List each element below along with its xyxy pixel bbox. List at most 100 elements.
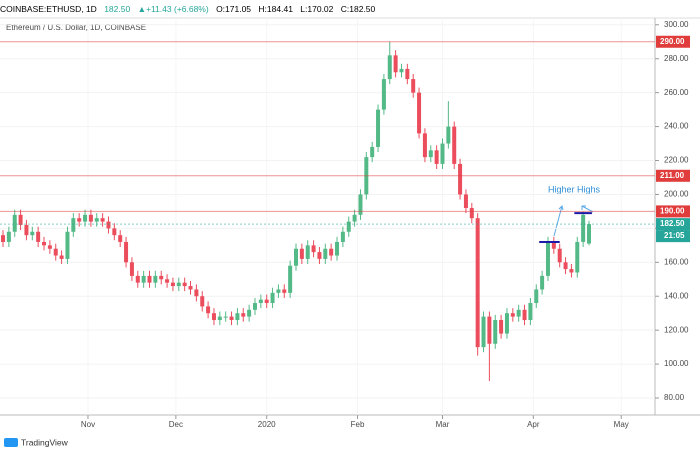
candle-body — [59, 255, 64, 259]
price-label-box — [656, 218, 690, 231]
candle-body — [65, 231, 70, 259]
candle-body — [141, 275, 146, 283]
candle-body — [235, 313, 240, 320]
brand: TradingView — [21, 437, 69, 447]
candle-body — [493, 319, 498, 344]
price-label-box — [656, 35, 690, 48]
candle-body — [71, 218, 76, 232]
candle-body — [211, 313, 216, 320]
candle-body — [270, 292, 275, 304]
candle-body — [358, 194, 363, 215]
candle-body — [282, 289, 287, 293]
candle-body — [118, 235, 123, 242]
y-tick-label: 140.00 — [664, 291, 689, 300]
y-tick-label: 220.00 — [664, 156, 689, 165]
candle-body — [587, 224, 591, 244]
y-tick-label: 120.00 — [664, 325, 689, 334]
candle-body — [47, 245, 52, 249]
y-tick-label: 160.00 — [664, 257, 689, 266]
candle-body — [516, 309, 521, 317]
candle-body — [147, 275, 152, 283]
candle-body — [223, 316, 228, 318]
candle-body — [170, 282, 175, 287]
candle-body — [323, 248, 328, 259]
candle-body — [504, 313, 509, 334]
arrow-head — [581, 205, 586, 210]
logo — [4, 438, 18, 447]
candle-body — [335, 241, 340, 256]
candle-body — [305, 245, 310, 259]
candle-body — [176, 282, 181, 287]
candle-body — [417, 92, 422, 134]
candle-body — [381, 79, 386, 110]
candle-body — [200, 296, 205, 307]
x-tick-label: Apr — [527, 420, 540, 429]
candle-body — [264, 299, 269, 304]
symbol: COINBASE:ETHUSD, 1D — [0, 4, 97, 14]
price-label-box — [656, 205, 690, 218]
candle-body — [6, 231, 11, 242]
candle-body — [217, 316, 222, 320]
y-tick-label: 300.00 — [664, 20, 689, 29]
y-tick-label: 260.00 — [664, 88, 689, 97]
header: COINBASE:ETHUSD, 1D 182.50 ▲+11.43 (+6.6… — [0, 0, 700, 18]
candle-body — [463, 194, 468, 209]
candle-body — [18, 214, 23, 225]
candle-body — [288, 265, 293, 293]
candle-body — [77, 218, 82, 222]
x-tick-label: Nov — [81, 420, 95, 429]
x-tick-label: May — [614, 420, 629, 429]
candle-body — [317, 252, 322, 259]
candle-body — [88, 214, 93, 222]
candle-body — [551, 241, 556, 249]
candle-body — [575, 241, 580, 273]
candle-body — [194, 289, 199, 297]
candle-body — [563, 262, 568, 270]
candle-body — [399, 68, 404, 73]
candle-body — [153, 275, 158, 283]
candle-body — [252, 303, 257, 310]
x-tick-label: 2020 — [258, 420, 276, 429]
candle-body — [135, 275, 140, 283]
price-label: 290.00 — [660, 37, 685, 46]
candle-body — [510, 313, 515, 317]
candle-body — [165, 279, 170, 283]
ohlc-low: L:170.02 — [300, 4, 334, 14]
candle-body — [545, 241, 550, 276]
candle-body — [12, 214, 17, 232]
y-tick-label: 200.00 — [664, 190, 689, 199]
candle-body — [276, 289, 281, 293]
price-label-box — [656, 169, 690, 182]
candle-body — [446, 126, 451, 144]
arrow — [553, 205, 563, 237]
candle-body — [475, 218, 480, 348]
candle-body — [258, 299, 263, 304]
candle-body — [36, 231, 41, 242]
candle-body — [452, 126, 457, 164]
candle-body — [434, 150, 439, 164]
chart-title: Ethereum / U.S. Dollar, 1D, COINBASE — [6, 23, 146, 32]
candle-body — [469, 208, 474, 219]
candle-body — [94, 218, 99, 222]
candle-body — [487, 316, 492, 344]
candle-body — [53, 248, 58, 256]
candle-body — [24, 224, 29, 236]
ohlc-close: C:182.50 — [340, 4, 376, 14]
candle-body — [481, 316, 486, 348]
candle-body — [100, 218, 105, 222]
x-tick-label: Mar — [436, 420, 450, 429]
candle-body — [458, 163, 463, 195]
candle-body — [440, 143, 445, 164]
price-label: 182.50 — [660, 219, 685, 228]
candle-body — [376, 109, 381, 147]
candle-body — [534, 289, 539, 304]
change: ▲+11.43 (+6.68%) — [137, 4, 209, 14]
candle-body — [370, 146, 375, 158]
candle-body — [540, 275, 545, 290]
candle-body — [129, 262, 134, 276]
candle-body — [405, 68, 410, 80]
candle-body — [393, 55, 398, 73]
candle-body — [182, 282, 187, 287]
candle-body — [30, 231, 35, 236]
